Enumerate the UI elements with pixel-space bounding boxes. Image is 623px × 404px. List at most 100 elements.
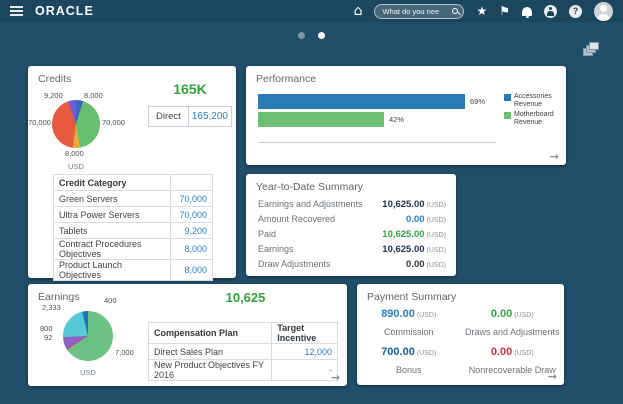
credits-pie-label-top-right: 8,000: [84, 91, 103, 100]
credit-category-header: Credit Category: [52, 174, 172, 191]
credit-value-header: [170, 174, 213, 191]
credits-pie-label-left: 70,000: [28, 118, 51, 127]
credits-pie-label-right: 70,000: [102, 118, 125, 127]
global-search[interactable]: [374, 3, 465, 19]
legend-label: Accessories Revenue: [514, 93, 552, 109]
ytd-row: Draw Adjustments 0.00 (USD): [258, 259, 446, 274]
page-dot-2-active[interactable]: [317, 32, 325, 39]
payment-value: 890.00 (USD): [357, 308, 461, 320]
ytd-label: Draw Adjustments: [258, 259, 331, 269]
next-infolet-arrow-icon[interactable]: →: [549, 150, 559, 163]
earnings-total-value: 10,625: [225, 290, 266, 305]
credit-category-table: Credit Category Green Servers 70,000 Ult…: [52, 174, 213, 281]
watchlist-flag-icon[interactable]: ⚑: [499, 4, 510, 18]
bar-fill[interactable]: [258, 94, 465, 109]
row-label: New Product Objectives FY 2016: [147, 359, 273, 381]
row-value[interactable]: 8,000: [170, 238, 213, 260]
payment-value: 0.00 (USD): [461, 308, 565, 320]
row-value[interactable]: 9,200: [170, 222, 213, 239]
payment-card-title[interactable]: Payment Summary: [367, 291, 457, 303]
row-value: -: [271, 359, 338, 381]
ytd-value: 0.00 (USD): [406, 259, 446, 270]
row-label: Contract Procedures Objectives: [52, 238, 172, 260]
payment-amount: 700.00: [381, 346, 415, 358]
row-value[interactable]: 12,000: [271, 343, 338, 360]
earnings-card-title[interactable]: Earnings: [38, 291, 80, 303]
legend-swatch-green: [504, 112, 511, 120]
payment-item-nonrecoverable-draw: 0.00 (USD) Nonrecoverable Draw: [461, 346, 565, 375]
credits-card-title[interactable]: Credits: [38, 73, 72, 85]
favorites-star-icon[interactable]: ★: [476, 4, 488, 18]
row-value[interactable]: 70,000: [170, 206, 213, 223]
credits-card: Credits 9,200 8,000 70,000 70,000 8,000 …: [28, 66, 236, 281]
table-row: Contract Procedures Objectives 8,000: [52, 238, 213, 260]
page-dot-1[interactable]: [298, 32, 306, 39]
row-value[interactable]: 70,000: [170, 190, 213, 207]
page-dots: [0, 26, 623, 44]
ytd-value: 0.00 (USD): [406, 214, 446, 225]
compensation-plan-header: Compensation Plan: [147, 322, 273, 344]
payment-amount: 0.00: [490, 308, 513, 320]
payment-item-draws-adjustments: 0.00 (USD) Draws and Adjustments: [461, 308, 565, 337]
earnings-pie-chart[interactable]: [63, 311, 113, 361]
payment-label: Draws and Adjustments: [464, 327, 560, 337]
stacked-pages-icon[interactable]: [583, 42, 601, 58]
payment-label: Commission: [383, 327, 434, 337]
row-label: Product Launch Objectives: [52, 259, 172, 281]
payment-grid: 890.00 (USD) Commission 0.00 (USD) Draws a…: [357, 308, 564, 375]
chart-axis-line: [258, 142, 496, 143]
search-input[interactable]: [382, 6, 453, 16]
legend-item: Motherboard Revenue: [504, 111, 562, 127]
chart-legend: Accessories Revenue Motherboard Revenue: [504, 93, 562, 129]
ytd-label: Amount Recovered: [258, 214, 336, 224]
legend-item: Accessories Revenue: [504, 93, 562, 109]
performance-card-title[interactable]: Performance: [256, 73, 317, 85]
row-label: Tablets: [52, 222, 172, 239]
oracle-logo: ORACLE: [35, 4, 94, 18]
ytd-amount: 10,625.00: [382, 199, 425, 210]
home-icon[interactable]: ⌂: [353, 3, 363, 19]
search-icon[interactable]: [452, 8, 459, 14]
ytd-row: Earnings and Adjustments 10,625.00 (USD): [258, 199, 446, 214]
ytd-row: Paid 10,625.00 (USD): [258, 229, 446, 244]
credits-pie-chart[interactable]: [52, 100, 100, 148]
row-label: Direct Sales Plan: [147, 343, 273, 360]
bar-fill[interactable]: [258, 112, 384, 127]
earnings-currency-label: USD: [80, 368, 96, 377]
ytd-amount: 0.00: [406, 214, 425, 225]
notifications-bell-icon[interactable]: [522, 6, 532, 18]
hamburger-menu-icon[interactable]: [10, 6, 23, 16]
currency-unit: (USD): [426, 247, 446, 254]
next-infolet-arrow-icon[interactable]: →: [547, 370, 557, 383]
ytd-value: 10,625.00 (USD): [382, 229, 446, 240]
currency-unit: (USD): [514, 350, 534, 357]
earnings-pie-label-lower-left: 92: [44, 333, 53, 342]
user-avatar[interactable]: [594, 1, 613, 21]
ytd-card-title[interactable]: Year-to-Date Summary: [256, 181, 363, 193]
payment-summary-card: Payment Summary 890.00 (USD) Commission 0…: [357, 284, 564, 385]
bar-motherboard-revenue[interactable]: 42%: [258, 112, 558, 127]
performance-card: Performance 69% 42% Accessories Revenue …: [246, 66, 566, 165]
legend-swatch-blue: [504, 94, 511, 101]
help-icon[interactable]: [569, 4, 582, 18]
payment-item-commission: 890.00 (USD) Commission: [357, 308, 461, 337]
bar-percent-label: 42%: [389, 115, 405, 124]
table-header-row: Credit Category: [52, 174, 213, 191]
ytd-row: Earnings 10,625.00 (USD): [258, 244, 446, 259]
row-value[interactable]: 8,000: [170, 259, 213, 281]
ytd-value: 10,625.00 (USD): [382, 244, 446, 255]
next-infolet-arrow-icon[interactable]: →: [330, 371, 340, 384]
currency-unit: (USD): [426, 232, 446, 239]
currency-unit: (USD): [426, 217, 446, 224]
currency-unit: (USD): [514, 312, 534, 319]
earnings-pie-label-left: 800: [40, 324, 53, 333]
credits-pie-label-top-left: 9,200: [44, 91, 63, 100]
accessibility-icon[interactable]: [544, 4, 557, 18]
payment-amount: 890.00: [381, 308, 415, 320]
ytd-label: Earnings: [258, 244, 294, 254]
table-row: Ultra Power Servers 70,000: [52, 206, 213, 223]
bar-accessories-revenue[interactable]: 69%: [258, 94, 558, 109]
credits-direct-value[interactable]: 165,200: [191, 111, 228, 122]
currency-unit: (USD): [426, 202, 446, 209]
